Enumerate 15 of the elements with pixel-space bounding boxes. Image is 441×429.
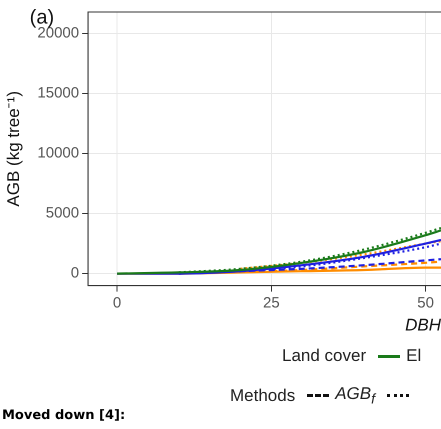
y-tick-label: 0: [70, 264, 80, 282]
x-tick-label: 25: [263, 294, 280, 312]
x-axis-title: DBH: [405, 316, 441, 335]
legend-label: El: [406, 346, 422, 366]
y-tick-label: 5000: [46, 204, 80, 222]
y-axis-title: AGB (kg tree⁻¹): [4, 91, 23, 207]
text: Moved down [4]:: [2, 408, 126, 423]
chart-title: (a): [30, 6, 54, 29]
text: Land cover: [282, 346, 366, 366]
text: AGB$_{f}$: [335, 384, 376, 408]
y-tick-label: 15000: [37, 84, 80, 102]
x-tick-label: 50: [417, 294, 434, 312]
y-tick-label: 10000: [37, 144, 80, 162]
x-tick-label: 0: [112, 294, 122, 312]
text: Methods: [230, 386, 296, 406]
